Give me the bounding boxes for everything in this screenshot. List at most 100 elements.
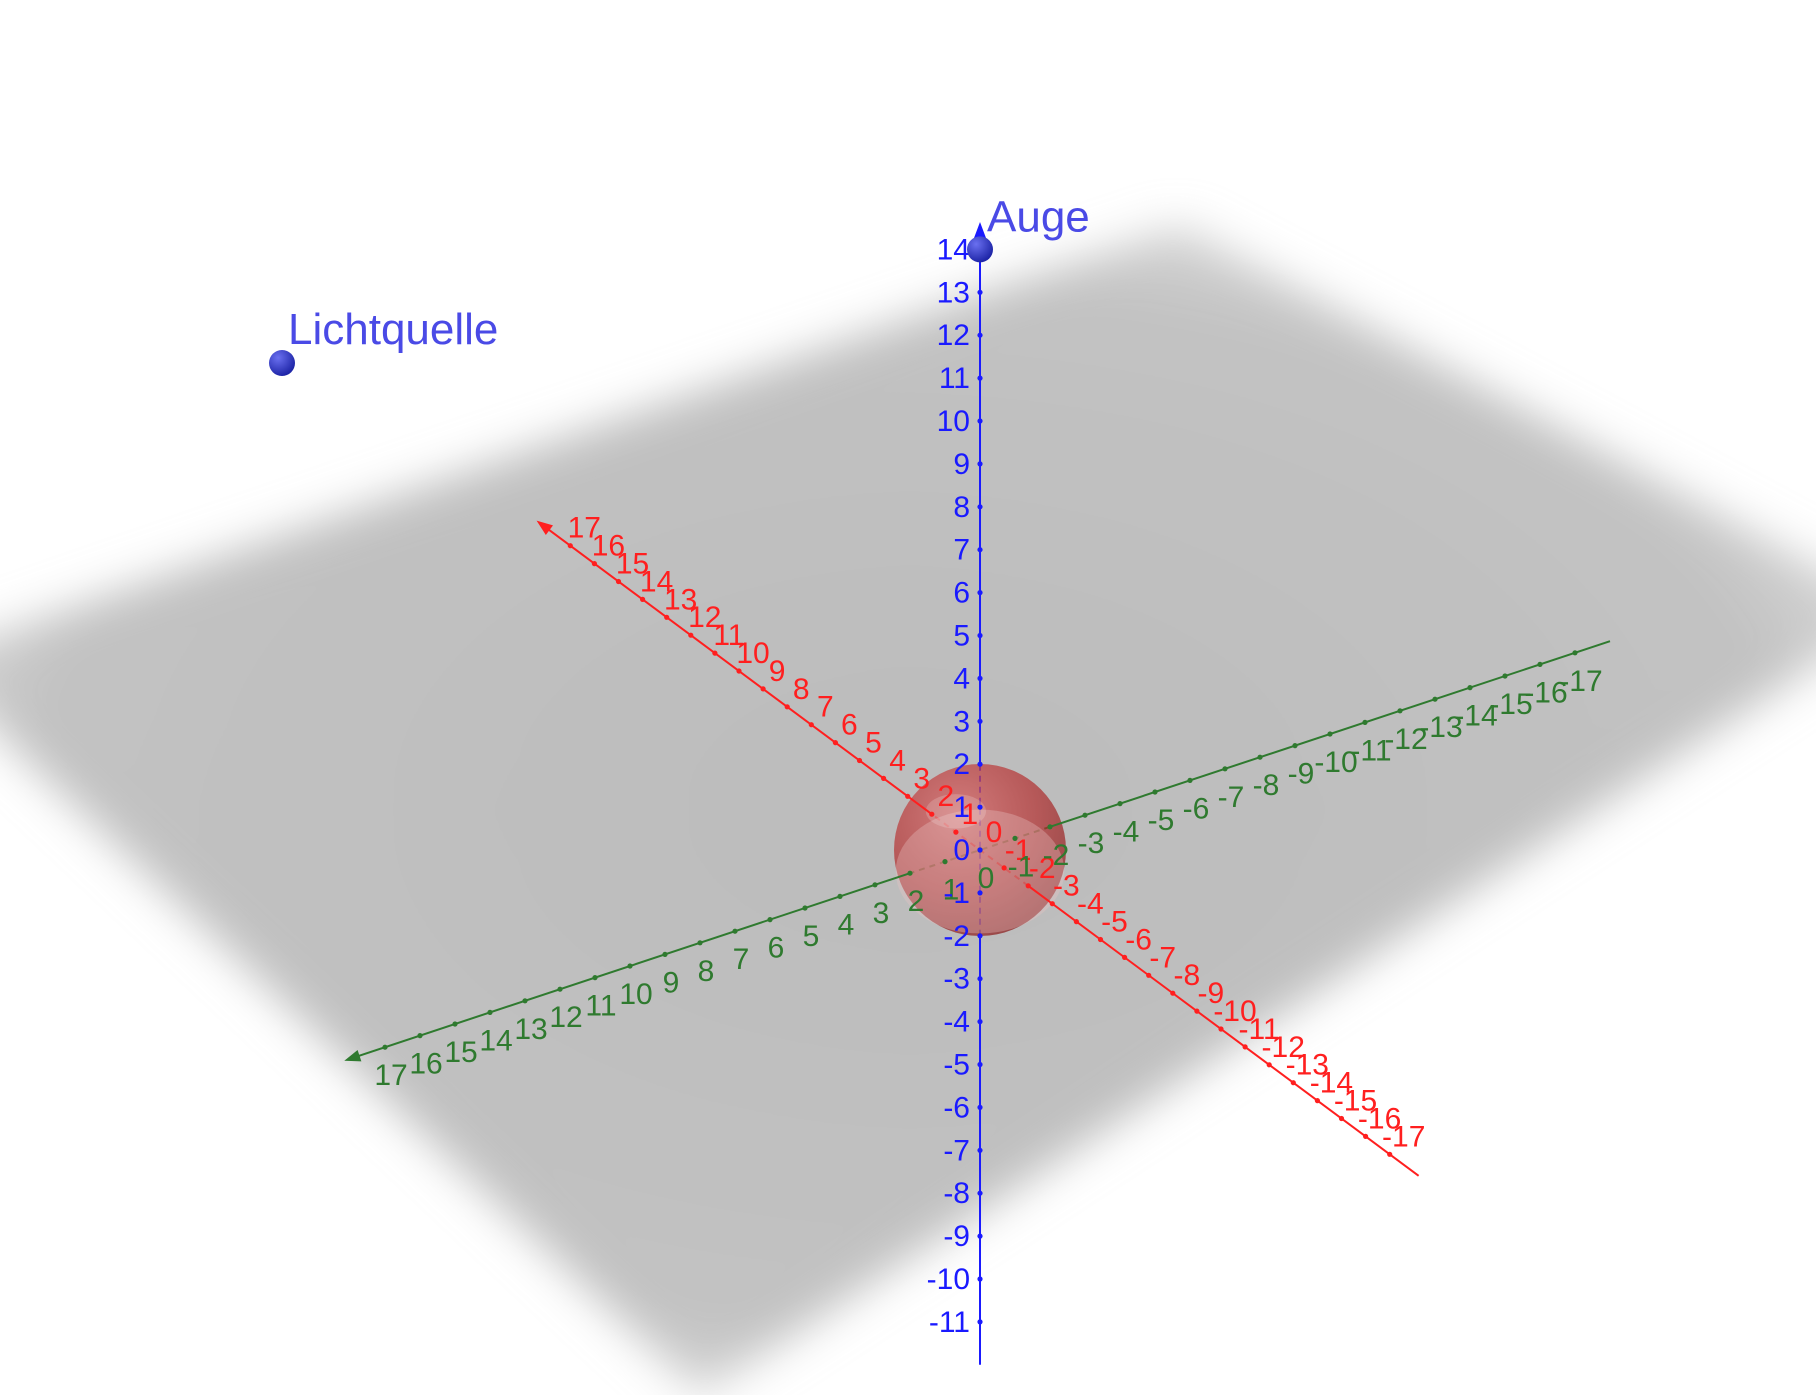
x_axis-tick-label: -11	[1239, 1013, 1280, 1046]
y_axis-tick-label: 10	[619, 978, 652, 1011]
x_axis-tick-label: 9	[769, 655, 786, 688]
y_axis-tick-label: -6	[1183, 792, 1210, 825]
x_axis-tick	[856, 757, 863, 764]
y_axis-tick-label: 11	[585, 990, 616, 1023]
x_axis-tick-label: 11	[713, 619, 744, 652]
y_axis-tick	[1012, 835, 1018, 842]
x_axis-tick	[567, 543, 573, 549]
x_axis-tick	[615, 578, 622, 585]
y_axis-tick	[592, 975, 598, 981]
y_axis-tick-label: -15	[1489, 688, 1532, 721]
z_axis-tick	[977, 461, 983, 467]
x_axis-tick-label: 15	[616, 548, 649, 581]
y_axis-tick	[522, 998, 528, 1004]
z_axis-tick	[977, 547, 983, 553]
z_axis-tick	[977, 1147, 983, 1153]
x_axis-tick-label: -9	[1198, 977, 1225, 1010]
z_axis-tick-label: 8	[953, 491, 970, 524]
x_axis-tick	[1073, 919, 1079, 925]
z_axis-tick	[977, 418, 983, 424]
y_axis-tick	[1397, 708, 1403, 714]
y_axis-tick	[1537, 661, 1543, 668]
z_axis-tick-label: -7	[943, 1134, 970, 1167]
x_axis-arrow-icon	[536, 520, 553, 535]
y_axis-tick	[1292, 743, 1298, 749]
z_axis-tick	[977, 1104, 983, 1110]
z_axis-tick	[977, 504, 983, 510]
y_axis-tick	[697, 940, 703, 946]
x_axis-tick	[688, 632, 694, 638]
axis-ticks	[382, 246, 1578, 1325]
x_axis-tick-label: 4	[889, 744, 906, 777]
y_axis-tick	[1502, 673, 1508, 679]
x_axis-tick-label: -14	[1310, 1067, 1353, 1100]
auge-point-icon[interactable]	[967, 236, 993, 263]
y_axis-tick	[1117, 801, 1123, 807]
x_axis-tick-label: 10	[736, 637, 769, 670]
x_axis-tick	[929, 811, 935, 817]
z_axis-tick	[977, 933, 983, 939]
y_axis-tick-label: 5	[803, 920, 820, 953]
y_axis-tick-label: 4	[838, 908, 855, 941]
z_axis-tick-label: -6	[943, 1091, 970, 1124]
z_axis-tick	[977, 289, 983, 295]
y_axis-arrow-icon	[344, 1049, 362, 1062]
x_axis-tick	[953, 829, 959, 835]
x_axis-tick-label: 5	[865, 727, 882, 760]
z_axis-tick-label: 10	[937, 405, 970, 438]
x_axis-tick	[808, 722, 814, 728]
z_axis-tick	[977, 1061, 983, 1068]
x_axis-tick-label: -7	[1149, 941, 1176, 974]
x_axis-tick	[881, 775, 887, 782]
z_axis-tick-label: 11	[939, 362, 970, 395]
y_axis-tick	[1152, 789, 1158, 795]
z_axis-tick	[977, 847, 983, 853]
y_axis-tick	[662, 951, 668, 958]
x_axis-tick-label: 7	[817, 691, 834, 724]
y_axis-tick-label: -9	[1288, 758, 1315, 791]
y_axis-tick-label: -8	[1253, 769, 1280, 802]
z_axis-tick-label: 1	[953, 791, 970, 824]
y_axis-tick-label: -5	[1148, 804, 1175, 837]
y_axis-tick	[837, 893, 843, 900]
y_axis-tick-label: 7	[733, 943, 750, 976]
x_axis-tick	[1049, 901, 1055, 907]
y_axis-tick	[627, 963, 633, 969]
x_axis-tick-label: -6	[1125, 923, 1152, 956]
x_axis-tick	[832, 740, 839, 746]
y_axis-tick	[1047, 824, 1053, 830]
x_axis-tick	[1025, 883, 1031, 889]
y_axis-tick-label: -10	[1314, 746, 1357, 779]
z_axis-tick-label: 12	[937, 319, 970, 352]
x_axis-tick-label: 17	[568, 512, 601, 545]
sphere-highlight	[925, 794, 987, 829]
x_axis-tick-label: -12	[1262, 1031, 1305, 1064]
y_axis-tick-label: -2	[1043, 839, 1070, 872]
x_axis-tick	[640, 596, 646, 603]
z_axis-tick	[977, 890, 983, 896]
z_axis-tick-label: 3	[953, 705, 970, 738]
x_axis-tick	[1122, 954, 1128, 961]
y_axis-tick-label: -16	[1524, 676, 1567, 709]
z_axis-tick	[977, 1190, 983, 1196]
x_axis-tick-label: -3	[1053, 870, 1080, 903]
y_axis-tick-label: -13	[1419, 711, 1462, 744]
x_axis-tick	[1314, 1098, 1320, 1104]
x_axis-tick-label: -17	[1382, 1120, 1425, 1153]
y_axis-tick	[382, 1044, 388, 1050]
x_axis-line-negative	[1027, 884, 1420, 1177]
y_axis-tick	[802, 905, 808, 911]
x_axis-tick-label: -5	[1101, 906, 1128, 939]
z_axis-tick	[977, 718, 983, 724]
z_axis-tick-label: -8	[943, 1177, 970, 1210]
y_axis-tick	[1572, 650, 1578, 656]
x_axis-tick-label: 8	[793, 673, 810, 706]
y_axis-tick-label: 1	[943, 874, 960, 907]
y_axis-tick	[942, 859, 948, 865]
x_axis-tick	[784, 704, 790, 710]
x_axis-tick-label: -4	[1077, 888, 1104, 921]
y_axis-tick-label: 17	[374, 1059, 407, 1092]
lichtquelle-point-icon[interactable]	[269, 350, 295, 376]
y_axis-tick	[767, 917, 773, 923]
